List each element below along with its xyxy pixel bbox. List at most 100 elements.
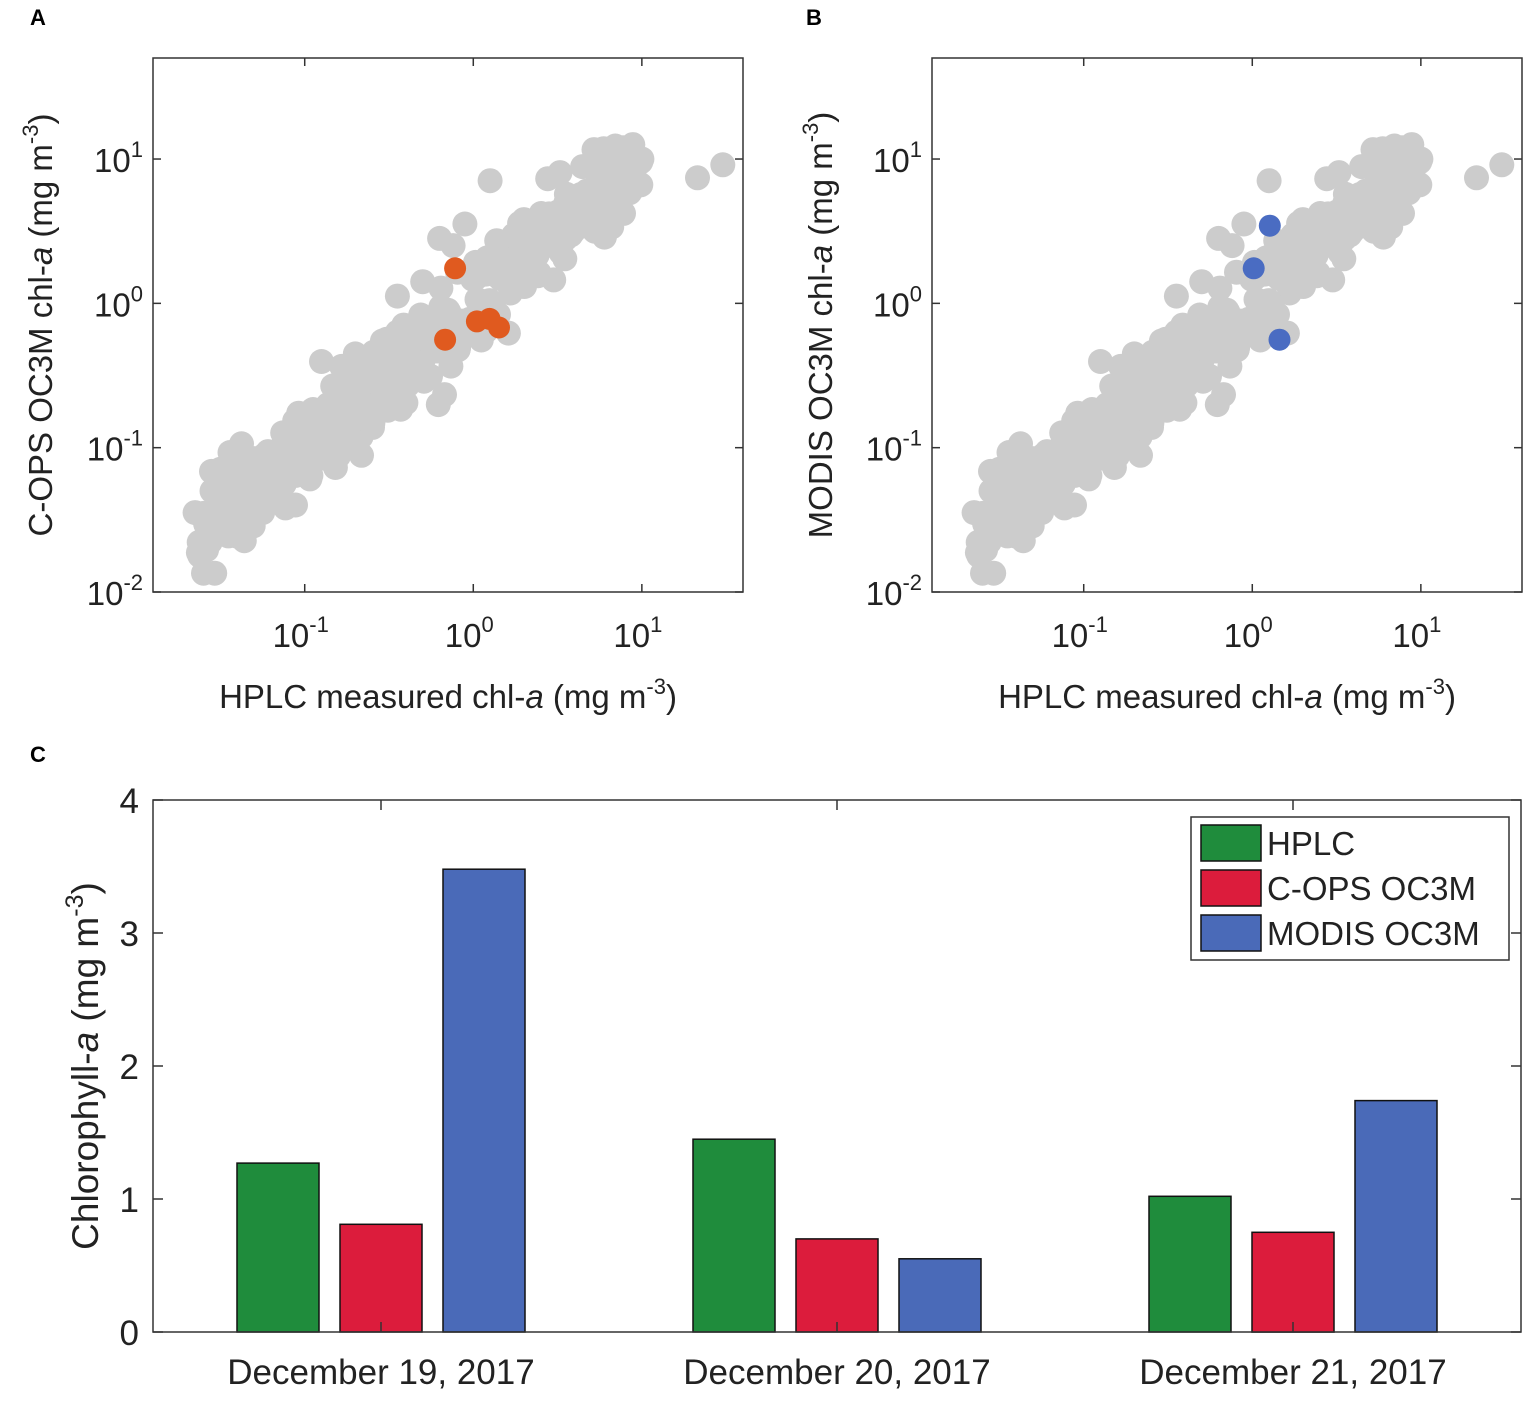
background-point — [1146, 373, 1172, 399]
background-point — [333, 392, 359, 418]
y-tick-label: 101 — [873, 137, 922, 179]
bar-hplc-3 — [1148, 1195, 1232, 1333]
background-point — [1167, 396, 1193, 422]
background-point — [320, 373, 346, 399]
bar-c-ops-oc3m-1 — [339, 1223, 423, 1333]
bar-modis-oc3m-3 — [1354, 1099, 1438, 1333]
background-point — [309, 435, 335, 461]
background-point — [1224, 337, 1250, 363]
legend-label: MODIS OC3M — [1267, 915, 1480, 952]
bar-c-ops-oc3m-3 — [1251, 1231, 1335, 1333]
panel-b-scatter: B 10-2 10-1 100 101 10-1 100 101 HPLC measure… — [798, 5, 1523, 715]
background-point — [251, 469, 277, 494]
y-tick-label: 10-2 — [87, 570, 143, 612]
y-tick-label: 1 — [120, 1181, 139, 1220]
background-point — [1298, 262, 1324, 287]
y-tick-label: 100 — [94, 281, 143, 323]
background-point — [1088, 435, 1114, 461]
y-tick-label: 10-1 — [866, 426, 922, 468]
legend-swatch — [1200, 914, 1262, 952]
background-point — [384, 283, 410, 309]
background-point — [710, 152, 736, 178]
background-point — [685, 165, 710, 191]
background-point — [233, 514, 259, 540]
background-point — [1464, 165, 1489, 191]
bar-hplc-1 — [236, 1162, 320, 1333]
legend-swatch — [1200, 824, 1262, 862]
legend-label: C-OPS OC3M — [1267, 870, 1476, 907]
background-point — [410, 269, 436, 295]
panel-a-x-tick-labels: 10-1 100 101 — [273, 612, 663, 654]
background-point — [1320, 267, 1346, 293]
background-point — [1489, 152, 1515, 178]
highlight-point-5 — [488, 316, 510, 339]
background-point — [1231, 211, 1257, 237]
background-point — [961, 500, 987, 526]
background-point — [1062, 492, 1087, 518]
background-point — [207, 456, 233, 482]
background-point — [432, 382, 457, 408]
panel-c-y-axis-label: Chlorophyll-a (mg m-3) — [61, 882, 106, 1250]
panel-a-scatter: A 10-2 10-1 100 101 10-1 100 101 HPLC measure… — [18, 5, 744, 715]
background-point — [1030, 469, 1056, 494]
background-point — [300, 399, 326, 425]
background-point — [970, 560, 995, 586]
background-point — [342, 341, 368, 367]
bar-modis-oc3m-2 — [898, 1258, 982, 1333]
panel-b-highlight-points — [1242, 214, 1291, 351]
background-point — [978, 478, 1004, 504]
panel-a-x-axis-label: HPLC measured chl-a (mg m-3) — [219, 674, 677, 715]
background-point — [283, 492, 308, 518]
background-point — [1088, 349, 1113, 374]
y-tick-label: 101 — [94, 137, 143, 179]
background-point — [477, 168, 503, 194]
background-point — [615, 161, 641, 186]
y-tick-label: 100 — [873, 281, 922, 323]
background-point — [1099, 373, 1125, 399]
background-point — [553, 189, 579, 215]
x-tick-label: 100 — [1224, 612, 1273, 654]
background-point — [986, 456, 1012, 482]
background-point — [558, 222, 584, 248]
background-point — [589, 190, 615, 216]
background-point — [367, 373, 393, 399]
background-point — [197, 529, 223, 555]
panel-a-background-points — [182, 132, 736, 586]
panel-a-y-axis-label: C-OPS OC3M chl-a (mg m-3) — [18, 114, 59, 537]
background-point — [229, 431, 254, 457]
panel-a-letter: A — [30, 5, 46, 30]
highlight-point-1 — [1258, 214, 1281, 237]
panel-b-y-axis-label: MODIS OC3M chl-a (mg m-3) — [798, 112, 839, 539]
background-point — [1139, 414, 1164, 440]
background-point — [1163, 283, 1189, 309]
panel-a-ticks — [153, 58, 743, 593]
background-point — [976, 529, 1002, 555]
legend-swatch — [1200, 869, 1262, 907]
background-point — [360, 414, 385, 440]
background-point — [1199, 337, 1225, 363]
bar-c-ops-oc3m-2 — [795, 1238, 879, 1333]
y-tick-label: 10-1 — [87, 426, 143, 468]
background-point — [1190, 368, 1216, 394]
background-point — [519, 262, 545, 287]
background-point — [1394, 161, 1420, 186]
background-point — [1079, 399, 1105, 425]
background-point — [1008, 431, 1033, 457]
highlight-point-1 — [444, 257, 467, 280]
background-point — [199, 478, 225, 504]
background-point — [1049, 433, 1075, 459]
x-tick-label: 10-1 — [1052, 612, 1108, 654]
panel-c-legend: HPLC C-OPS OC3M MODIS OC3M — [1190, 816, 1510, 961]
category-label: December 20, 2017 — [683, 1353, 990, 1392]
y-tick-label: 4 — [120, 782, 139, 821]
background-point — [283, 462, 308, 488]
category-label: December 21, 2017 — [1139, 1353, 1446, 1392]
background-point — [1029, 500, 1055, 526]
background-point — [1314, 166, 1340, 192]
panel-b-letter: B — [806, 5, 822, 30]
background-point — [452, 211, 478, 237]
background-point — [1360, 137, 1386, 163]
y-tick-label: 2 — [120, 1048, 139, 1087]
panel-a-y-tick-labels: 10-2 10-1 100 101 — [87, 137, 143, 612]
